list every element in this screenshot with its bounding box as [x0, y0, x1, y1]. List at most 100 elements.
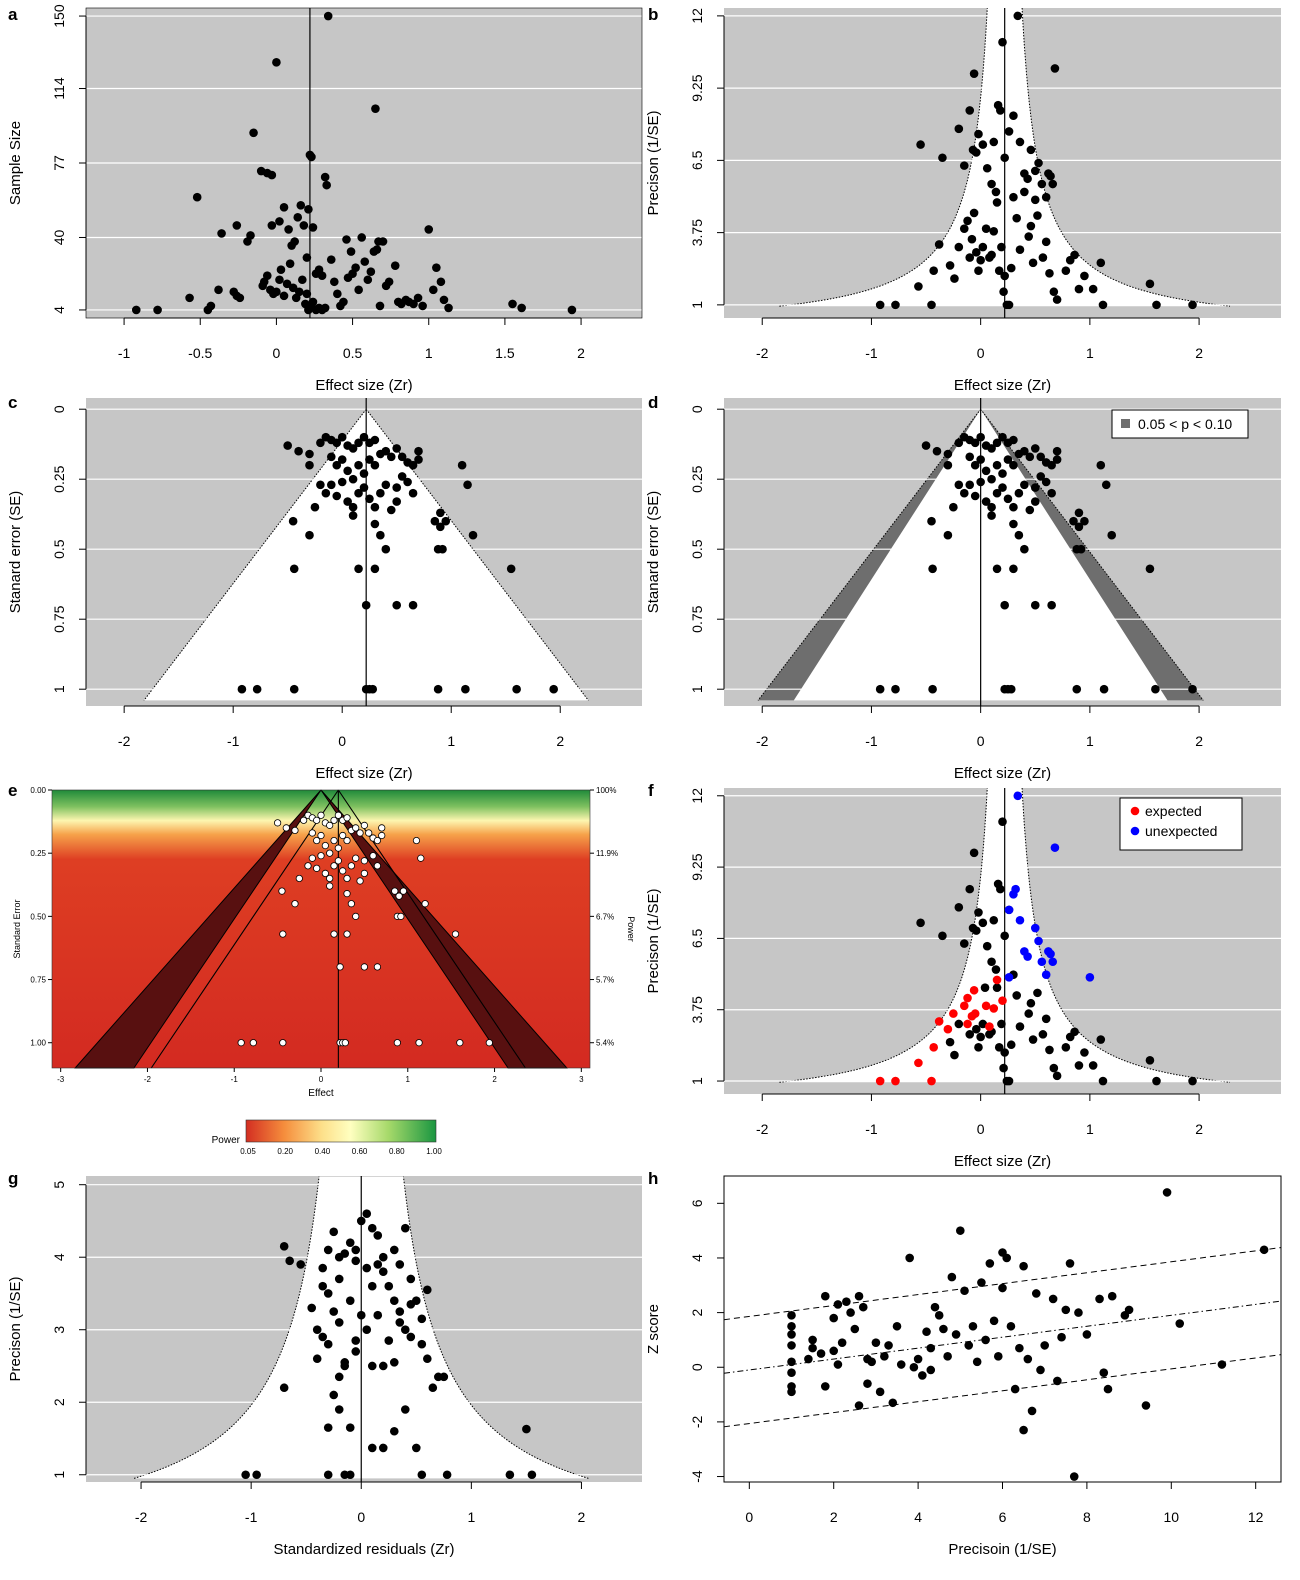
x-tick-label: -1: [865, 733, 878, 749]
data-point: [392, 600, 402, 610]
data-point: [316, 438, 325, 448]
legend-box: [1111, 409, 1249, 439]
data-point: [930, 1302, 940, 1312]
data-point: [330, 816, 338, 824]
x-tick-label: 0: [338, 733, 346, 749]
x-tick-label: 8: [1083, 1509, 1091, 1525]
colorbar-label: 0.20: [277, 1147, 293, 1156]
data-point: [1080, 271, 1089, 281]
data-point: [1145, 279, 1155, 289]
data-point: [356, 877, 364, 885]
data-point: [998, 1283, 1007, 1293]
data-point: [939, 1324, 948, 1334]
data-point: [1006, 263, 1016, 273]
y-tick-label: 4: [51, 1253, 67, 1261]
x-tick-label: 2: [577, 345, 585, 361]
legend-swatch-band: [1121, 419, 1130, 428]
data-point: [1065, 1259, 1075, 1268]
data-point: [441, 516, 451, 526]
data-point: [928, 684, 937, 694]
data-point: [321, 869, 329, 878]
x-tick-label: 10: [1163, 1509, 1179, 1525]
data-point: [1098, 1076, 1108, 1086]
data-point: [965, 884, 975, 894]
data-point: [418, 301, 427, 311]
data-point: [1101, 480, 1111, 490]
data-point: [1152, 1076, 1161, 1086]
data-point: [913, 1354, 923, 1364]
data-point: [326, 874, 334, 883]
data-point: [787, 1387, 796, 1397]
data-point: [332, 438, 342, 448]
data-point: [376, 488, 385, 498]
data-point: [1015, 137, 1025, 147]
data-point: [1141, 1401, 1151, 1410]
data-point: [938, 153, 947, 163]
data-point: [347, 862, 355, 870]
data-point: [829, 1346, 839, 1356]
x-tick-label: 1: [425, 345, 433, 361]
x-tick-label: -3: [57, 1075, 65, 1084]
data-point: [330, 836, 338, 845]
data-point: [295, 874, 303, 883]
data-point: [326, 849, 334, 857]
data-point: [998, 432, 1007, 442]
data-point: [451, 930, 460, 938]
data-point: [252, 684, 262, 694]
colorbar: [245, 1119, 437, 1143]
data-point: [1069, 1472, 1079, 1481]
data-point: [414, 446, 423, 456]
x-tick-label: 2: [556, 733, 564, 749]
data-point: [241, 1470, 250, 1480]
data-point: [1038, 1030, 1048, 1039]
data-point: [417, 1339, 427, 1349]
data-point: [1030, 497, 1040, 506]
x-tick-label: -2: [756, 1121, 769, 1137]
data-point: [421, 900, 429, 908]
data-point: [1041, 192, 1051, 202]
data-point: [998, 817, 1007, 827]
data-point: [403, 477, 412, 487]
data-point: [974, 129, 983, 139]
data-point: [334, 1372, 344, 1382]
data-point: [943, 530, 953, 540]
data-point: [428, 1383, 438, 1393]
y2-tick-label: 5.4%: [596, 1039, 614, 1048]
data-point: [969, 69, 979, 78]
data-point: [1095, 1294, 1104, 1304]
x-tick-label: -1: [231, 1075, 239, 1084]
unexpected-point: [1041, 970, 1051, 980]
y-tick-label: 0.25: [689, 465, 705, 492]
data-point: [1000, 271, 1009, 281]
panel-letter-h: h: [648, 1169, 658, 1188]
data-point: [323, 1245, 333, 1255]
data-point: [976, 455, 985, 464]
data-point: [929, 266, 938, 276]
data-point: [373, 1231, 383, 1240]
data-point: [932, 446, 942, 456]
data-point: [384, 277, 394, 287]
data-point: [345, 1238, 355, 1248]
data-point: [987, 444, 996, 453]
unexpected-point: [1085, 973, 1095, 982]
data-point: [926, 1343, 936, 1353]
x-tick-label: -1: [227, 733, 240, 749]
y-tick-label: 0: [689, 1363, 705, 1371]
data-point: [1002, 1253, 1012, 1263]
expected-point: [998, 996, 1007, 1005]
data-point: [351, 1245, 361, 1255]
data-point: [808, 1343, 817, 1353]
data-point: [1069, 516, 1078, 526]
data-point: [976, 477, 985, 487]
data-point: [389, 1426, 399, 1436]
data-point: [337, 432, 347, 442]
data-point: [954, 438, 964, 448]
x-axis-title: Effect size (Zr): [315, 765, 412, 782]
data-point: [378, 1267, 388, 1277]
data-point: [1015, 1343, 1024, 1353]
data-point: [330, 862, 338, 870]
expected-point: [959, 1001, 969, 1011]
data-point: [354, 285, 363, 295]
data-point: [354, 438, 363, 448]
